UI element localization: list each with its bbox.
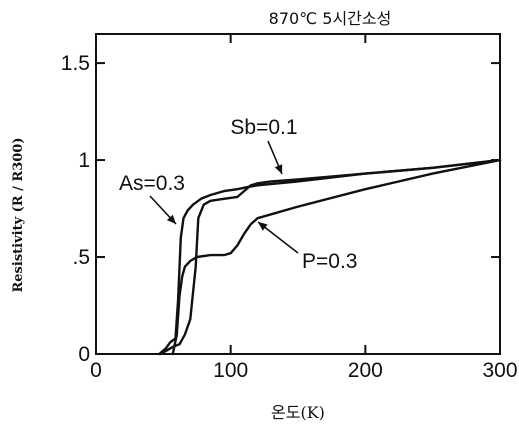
y-tick-label: 0 <box>78 343 90 366</box>
series-group <box>158 158 502 356</box>
y-tick-label: 1 <box>78 149 90 172</box>
x-tick-label: 200 <box>348 359 383 382</box>
annotation-sb-0-1: Sb=0.1 <box>230 116 297 139</box>
x-axis-label: 온도(K) <box>271 403 325 422</box>
annotation-p-0-3: P=0.3 <box>302 250 357 273</box>
axis-ticks: 0 100 200 300 0 .5 1 1.5 <box>61 34 518 382</box>
x-tick-label: 100 <box>213 359 248 382</box>
y-tick-label: .5 <box>72 246 90 269</box>
annotations-group: As=0.3 Sb=0.1 P=0.3 <box>119 116 357 273</box>
x-tick-label: 0 <box>90 359 102 382</box>
arrowhead-icon <box>258 222 268 231</box>
plot-frame <box>95 33 501 355</box>
y-tick-label: 1.5 <box>61 52 90 75</box>
arrowhead-icon <box>274 164 283 174</box>
x-tick-label: 300 <box>482 359 517 382</box>
y-axis-label: Resistivity (R / R300) <box>11 137 26 292</box>
annotation-as-0-3: As=0.3 <box>119 172 185 195</box>
arrowhead-icon <box>166 214 176 224</box>
series-line-sb-0-1 <box>159 158 502 356</box>
series-line-as-0-3 <box>158 158 502 356</box>
chart-title: 870℃ 5시간소성 <box>269 9 392 28</box>
series-line-p-0-3 <box>171 158 502 356</box>
